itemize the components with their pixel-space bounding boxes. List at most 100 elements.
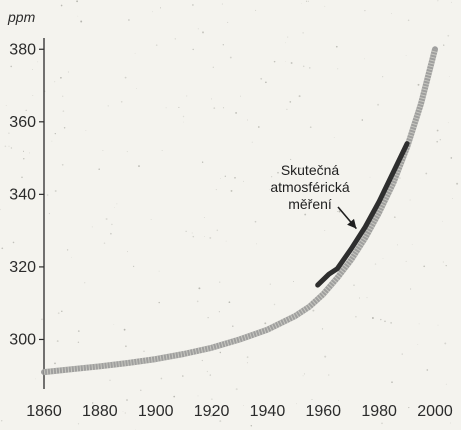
speckle bbox=[265, 81, 267, 84]
speckle bbox=[381, 422, 383, 425]
speckle bbox=[107, 105, 109, 107]
speckle bbox=[218, 311, 220, 313]
speckle bbox=[61, 163, 64, 166]
speckle bbox=[240, 95, 241, 97]
speckle bbox=[224, 175, 226, 177]
speckle bbox=[302, 375, 304, 377]
speckle bbox=[280, 164, 282, 166]
speckle bbox=[212, 66, 214, 68]
speckle bbox=[134, 52, 136, 54]
speckle bbox=[304, 213, 307, 216]
speckle bbox=[256, 243, 257, 245]
speckle bbox=[77, 341, 80, 343]
speckle bbox=[255, 9, 257, 11]
speckle bbox=[254, 220, 257, 223]
speckle bbox=[447, 34, 450, 37]
speckle bbox=[8, 132, 10, 134]
speckle bbox=[399, 177, 401, 179]
speckle bbox=[405, 55, 407, 56]
speckle bbox=[441, 220, 443, 222]
y-tick-label: 360 bbox=[9, 114, 36, 131]
speckle bbox=[309, 67, 311, 69]
speckle bbox=[338, 210, 341, 213]
speckle bbox=[426, 369, 429, 371]
speckle bbox=[397, 244, 398, 246]
speckle bbox=[91, 226, 93, 228]
speckle bbox=[390, 322, 392, 324]
speckle bbox=[228, 301, 231, 304]
speckle bbox=[243, 405, 244, 406]
speckle bbox=[449, 422, 451, 424]
speckle bbox=[287, 36, 289, 38]
speckle bbox=[125, 345, 127, 348]
speckle bbox=[450, 157, 453, 159]
x-tick-label: 1960 bbox=[305, 403, 341, 420]
speckle bbox=[260, 77, 263, 80]
annotation-label: atmosférická bbox=[270, 179, 350, 195]
speckle bbox=[158, 270, 160, 272]
speckle bbox=[296, 403, 297, 405]
speckle bbox=[5, 105, 7, 106]
speckle bbox=[128, 19, 130, 21]
speckle bbox=[41, 318, 43, 321]
x-axis-ticks: 1860 1880 1900 1920 1940 1960 1980 2000 bbox=[26, 403, 453, 420]
speckle bbox=[77, 15, 79, 17]
speckle bbox=[386, 409, 388, 411]
speckle bbox=[219, 420, 222, 423]
speckle bbox=[298, 95, 301, 98]
speckle bbox=[111, 223, 113, 226]
speckle bbox=[324, 230, 326, 231]
speckle bbox=[197, 395, 199, 397]
speckle bbox=[198, 287, 201, 290]
speckle bbox=[60, 76, 62, 79]
speckle bbox=[257, 126, 260, 128]
speckle bbox=[251, 141, 253, 143]
speckle bbox=[126, 151, 128, 153]
speckle bbox=[328, 374, 330, 376]
speckle bbox=[51, 140, 53, 142]
speckle bbox=[382, 76, 384, 78]
speckle bbox=[393, 216, 396, 219]
speckle bbox=[71, 256, 72, 258]
speckle bbox=[425, 172, 428, 175]
speckle bbox=[215, 189, 217, 191]
speckle bbox=[18, 337, 21, 340]
speckle bbox=[197, 28, 199, 30]
speckle bbox=[246, 119, 249, 121]
speckle bbox=[216, 229, 219, 232]
speckle bbox=[202, 31, 204, 34]
speckle bbox=[243, 180, 244, 182]
speckle bbox=[22, 150, 25, 152]
speckle bbox=[54, 81, 56, 83]
annotation-label: Skutečná bbox=[281, 162, 340, 178]
speckle bbox=[110, 232, 112, 235]
speckle bbox=[250, 424, 253, 427]
speckle bbox=[366, 297, 368, 299]
speckle bbox=[196, 300, 199, 303]
speckle bbox=[21, 176, 23, 179]
x-tick-label: 1940 bbox=[250, 403, 286, 420]
speckle bbox=[4, 145, 7, 148]
speckle bbox=[165, 107, 167, 109]
speckle bbox=[335, 45, 338, 48]
speckle bbox=[309, 126, 312, 129]
speckle bbox=[0, 419, 3, 422]
speckle bbox=[363, 58, 365, 60]
speckle bbox=[232, 325, 234, 327]
speckle bbox=[60, 4, 63, 7]
speckle bbox=[123, 328, 126, 331]
y-tick-label: 340 bbox=[9, 186, 36, 203]
speckle bbox=[85, 130, 87, 132]
speckle bbox=[109, 379, 111, 381]
speckle bbox=[271, 176, 273, 178]
x-tick-label: 1920 bbox=[194, 403, 230, 420]
speckle bbox=[391, 13, 393, 14]
speckle bbox=[443, 44, 445, 46]
speckle bbox=[246, 362, 248, 364]
speckle bbox=[285, 42, 286, 44]
speckle bbox=[222, 107, 225, 109]
speckle bbox=[230, 189, 233, 192]
speckle bbox=[442, 261, 444, 263]
